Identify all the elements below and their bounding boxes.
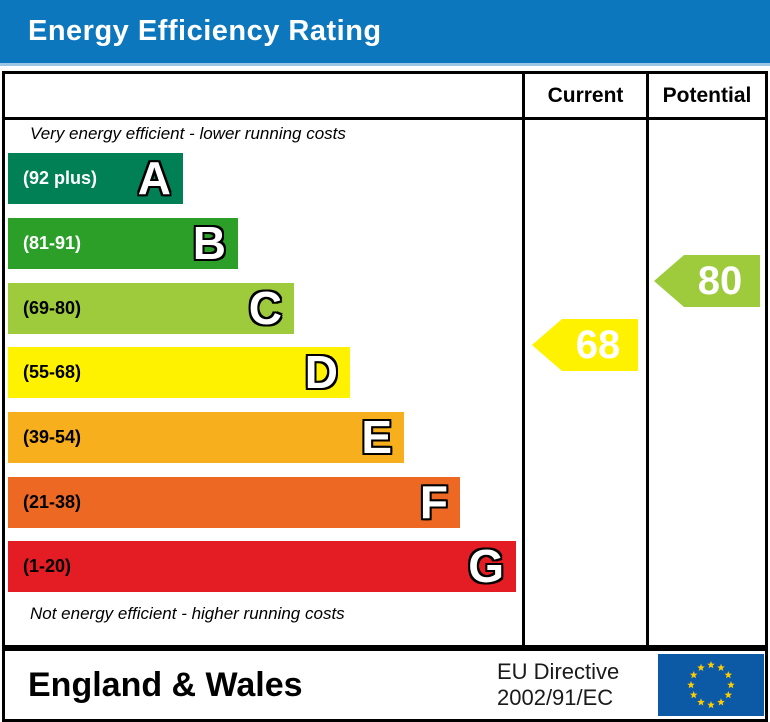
footer: England & Wales EU Directive 2002/91/EC [2, 648, 768, 722]
current-rating-value: 68 [575, 322, 621, 367]
potential-rating-value: 80 [697, 258, 743, 303]
band-range-label: (1-20) [23, 556, 72, 576]
eu-directive-line2: 2002/91/EC [497, 685, 614, 710]
bottom-note: Not energy efficient - higher running co… [30, 604, 345, 623]
band-range-label: (39-54) [23, 427, 82, 447]
top-note: Very energy efficient - lower running co… [30, 124, 346, 143]
band-C: (69-80) C [8, 283, 294, 334]
band-letter: F [419, 476, 448, 528]
eu-directive-line1: EU Directive [497, 659, 620, 684]
eu-flag [658, 654, 764, 716]
band-letter: C [248, 282, 282, 334]
band-range-label: (81-91) [23, 233, 82, 253]
rating-table: Current Potential Very energy efficient … [2, 71, 768, 648]
potential-column-header: Potential [662, 84, 752, 107]
band-G: (1-20) G [8, 541, 516, 592]
table-header-row: Current Potential [5, 74, 765, 120]
potential-rating-arrow: 80 [654, 255, 760, 307]
band-range-label: (55-68) [23, 362, 82, 382]
band-letter: D [304, 346, 338, 398]
band-letter: B [192, 217, 226, 269]
band-range-label: (21-38) [23, 492, 82, 512]
band-range-label: (69-80) [23, 298, 82, 318]
band-A: (92 plus) A [8, 153, 183, 204]
chart-title-bar: Energy Efficiency Rating [0, 0, 770, 66]
band-range-label: (92 plus) [23, 168, 98, 188]
chart-title: Energy Efficiency Rating [28, 15, 382, 47]
band-letter: G [468, 540, 504, 592]
band-F: (21-38) F [8, 477, 460, 528]
band-letter: A [137, 152, 171, 204]
band-E: (39-54) E [8, 412, 404, 463]
current-rating-arrow: 68 [532, 319, 638, 371]
current-column-header: Current [547, 84, 624, 107]
band-B: (81-91) B [8, 218, 238, 269]
column-divider-potential [646, 74, 649, 645]
eu-directive-label: EU Directive 2002/91/EC [497, 651, 619, 719]
region-label: England & Wales [28, 666, 303, 704]
band-letter: E [361, 411, 392, 463]
column-divider-current [522, 74, 525, 645]
band-D: (55-68) D [8, 347, 350, 398]
